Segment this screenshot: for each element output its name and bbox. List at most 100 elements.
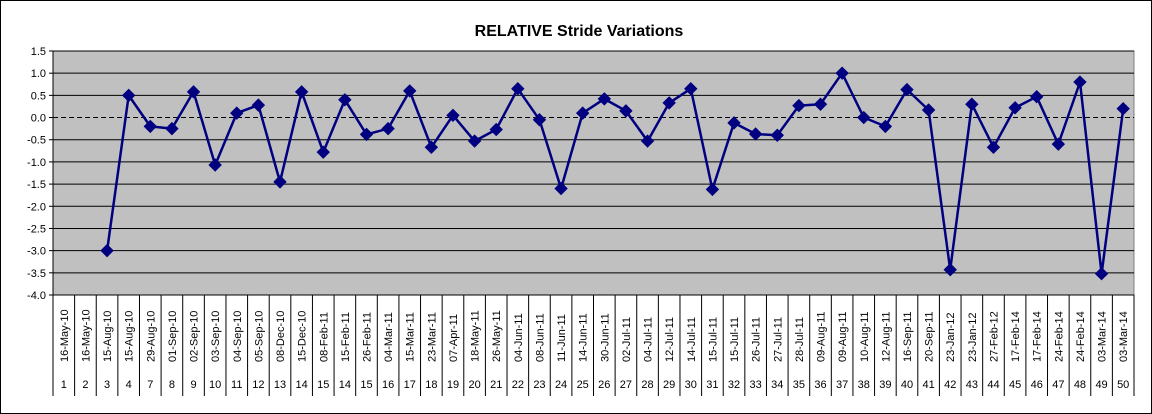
data-point (705, 182, 720, 197)
x-index-label: 7 (147, 379, 153, 391)
x-index-label: 30 (685, 379, 697, 391)
x-index-label: 31 (706, 379, 718, 391)
x-index-label: 47 (1052, 379, 1064, 391)
x-date-label: 09-Aug-11 (816, 311, 828, 362)
x-index-label: 43 (966, 379, 978, 391)
data-point (1116, 101, 1130, 116)
data-point (1073, 75, 1087, 89)
x-date-label: 17-Feb-14 (1032, 311, 1044, 362)
x-date-label: 16-May-10 (59, 309, 71, 362)
y-tick-label: -1.5 (27, 179, 46, 191)
data-point (251, 98, 266, 112)
x-date-label: 15-Jul-11 (729, 317, 741, 362)
data-point (100, 243, 114, 258)
data-point (186, 85, 201, 99)
x-index-label: 49 (1095, 379, 1107, 391)
x-index-label: 24 (555, 379, 567, 391)
x-index-label: 28 (641, 379, 653, 391)
x-index-label: 10 (209, 379, 221, 391)
data-point (359, 127, 374, 142)
x-date-label: 26-Feb-11 (361, 312, 373, 362)
y-tick-label: 1.0 (31, 68, 46, 80)
x-date-label: 16-Sep-11 (902, 311, 914, 362)
x-date-label: 15-Aug-10 (124, 311, 136, 362)
x-index-label: 34 (771, 379, 783, 391)
data-point (1051, 137, 1066, 151)
data-point (554, 181, 568, 196)
x-date-label: 15-Jul-11 (707, 317, 719, 362)
x-date-label: 15-Mar-11 (405, 312, 417, 362)
x-index-label: 42 (944, 379, 956, 391)
data-point (230, 106, 244, 120)
data-point (467, 134, 482, 148)
x-index-label: 17 (404, 379, 416, 391)
x-date-label: 03-Sep-10 (210, 311, 222, 362)
x-index-label: 18 (425, 379, 437, 391)
x-index-label: 12 (252, 379, 264, 391)
data-point (684, 82, 698, 96)
x-index-label: 4 (126, 379, 132, 391)
data-point (900, 82, 914, 97)
data-point (597, 92, 612, 106)
x-index-label: 2 (82, 379, 88, 391)
x-index-label: 40 (901, 379, 913, 391)
x-index-label: 20 (468, 379, 480, 391)
x-index-label: 15 (317, 379, 329, 391)
x-date-label: 12-Aug-11 (880, 311, 892, 362)
x-date-label: 16-May-10 (80, 309, 92, 362)
x-date-label: 02-Sep-10 (189, 311, 201, 362)
x-index-label: 3 (104, 379, 110, 391)
data-point (857, 110, 871, 125)
x-date-label: 01-Sep-10 (167, 311, 179, 362)
x-date-label: 04-Mar-11 (383, 312, 395, 362)
data-point (986, 140, 1001, 154)
x-date-label: 04-Sep-10 (232, 311, 244, 362)
y-tick-label: -3.5 (27, 268, 46, 280)
series-line (105, 71, 1125, 275)
data-point (532, 113, 547, 127)
data-point (792, 98, 806, 113)
data-point (511, 82, 525, 96)
x-date-label: 08-Jun-11 (534, 313, 546, 362)
x-index-label: 37 (836, 379, 848, 391)
x-index-label: 22 (512, 379, 524, 391)
x-index-label: 23 (533, 379, 545, 391)
x-date-label: 28-Jul-11 (794, 317, 806, 362)
y-tick-label: -1.0 (27, 157, 46, 169)
y-tick-label: 0.5 (31, 90, 46, 102)
x-index-label: 39 (879, 379, 891, 391)
x-index-label: 45 (1009, 379, 1021, 391)
x-index-label: 25 (577, 379, 589, 391)
x-date-label: 05-Sep-10 (253, 311, 265, 362)
data-point (662, 96, 676, 110)
x-date-label: 30-Jun-11 (599, 313, 611, 362)
data-point (403, 84, 417, 98)
data-point (943, 263, 957, 277)
y-tick-label: 1.5 (31, 46, 46, 58)
x-index-label: 50 (1117, 379, 1129, 391)
x-index-label: 21 (490, 379, 502, 391)
x-date-label: 23-Jan-12 (967, 312, 979, 362)
x-date-label: 15-Aug-10 (102, 311, 114, 362)
x-index-label: 15 (360, 379, 372, 391)
data-point (575, 106, 590, 120)
data-point (1008, 101, 1022, 115)
data-point (446, 108, 460, 123)
x-index-label: 29 (663, 379, 675, 391)
x-date-label: 07-Apr-11 (448, 314, 460, 362)
x-date-label: 26-Jul-11 (751, 317, 763, 362)
plot-area: 1.5 1.0 0.5 0.0 -0.5 -1.0 -1.5 -2.0 -2.5 -3.0 -3.5… (27, 46, 1135, 396)
x-date-label: 04-Jun-11 (513, 313, 525, 362)
x-date-label: 23-Jan-12 (945, 312, 957, 362)
y-tick-label: 0.0 (31, 113, 46, 125)
x-date-label: 10-Aug-11 (859, 311, 871, 362)
data-point (727, 116, 741, 130)
x-date-label: 27-Feb-12 (988, 311, 1000, 362)
data-point (489, 122, 503, 137)
data-point (121, 88, 136, 103)
data-point (878, 119, 893, 134)
x-date-label: 24-Feb-14 (1053, 311, 1065, 362)
x-index-label: 9 (190, 379, 196, 391)
x-index-label: 14 (339, 379, 351, 391)
